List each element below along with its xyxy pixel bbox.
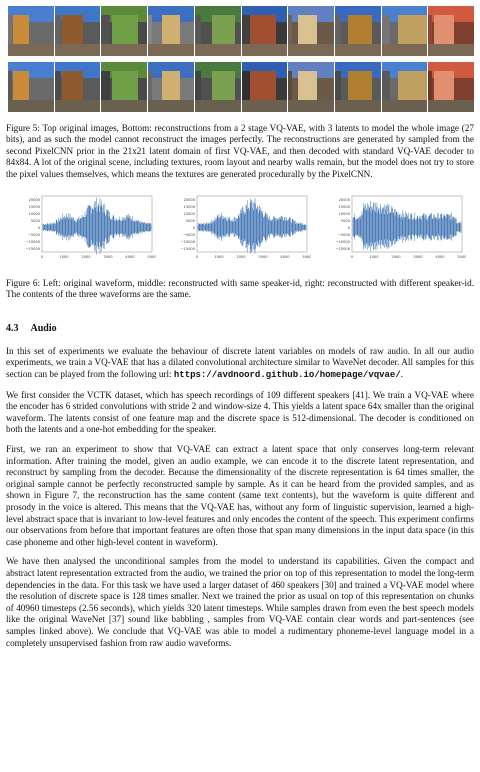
y-tick-label: 10000 xyxy=(29,212,41,216)
plot-frame xyxy=(351,195,463,253)
original-images-row xyxy=(8,6,475,56)
reconstruction-image xyxy=(428,62,475,112)
y-tick-label: 15000 xyxy=(339,205,351,209)
y-tick-label: −15000 xyxy=(26,247,41,251)
y-tick-label: 20000 xyxy=(29,198,41,202)
original-image xyxy=(101,6,148,56)
original-image xyxy=(148,6,194,56)
x-tick-label: 3000 xyxy=(413,255,423,259)
x-tick-label: 2000 xyxy=(236,255,246,259)
y-tick-label: −10000 xyxy=(26,240,41,244)
y-tick-label: 10000 xyxy=(339,212,351,216)
paragraph-4: We have then analysed the unconditional … xyxy=(6,556,474,648)
x-tick-label: 0 xyxy=(196,255,199,259)
x-tick-label: 2000 xyxy=(81,255,91,259)
paragraph-1-text: In this set of experiments we evaluate t… xyxy=(6,345,474,380)
x-tick-label: 5000 xyxy=(147,255,156,259)
y-tick-label: 15000 xyxy=(184,205,196,209)
reconstruction-image xyxy=(194,62,241,112)
samples-url-link[interactable]: https://avdnoord.github.io/homepage/vqva… xyxy=(173,370,401,381)
y-tick-label: −15000 xyxy=(181,247,196,251)
section-heading: 4.3 Audio xyxy=(6,323,474,335)
reconstruction-image xyxy=(381,62,428,112)
original-image xyxy=(381,6,428,56)
x-tick-label: 3000 xyxy=(258,255,268,259)
reconstruction-image xyxy=(334,62,381,112)
y-tick-label: 5000 xyxy=(186,219,196,223)
reconstruction-image xyxy=(101,62,148,112)
y-tick-label: −5000 xyxy=(183,233,196,237)
original-image xyxy=(288,6,334,56)
original-image xyxy=(241,6,288,56)
paragraph-3: First, we ran an experiment to show that… xyxy=(6,444,474,547)
y-tick-label: 0 xyxy=(38,226,41,230)
section-number: 4.3 xyxy=(6,322,19,334)
y-tick-label: 20000 xyxy=(184,198,196,202)
x-tick-label: 2000 xyxy=(391,255,401,259)
reconstruction-image xyxy=(148,62,194,112)
y-tick-label: 20000 xyxy=(339,198,351,202)
x-tick-label: 0 xyxy=(41,255,44,259)
original-image xyxy=(334,6,381,56)
y-tick-label: 5000 xyxy=(31,219,41,223)
figure-5-caption: Figure 5: Top original images, Bottom: r… xyxy=(6,123,474,179)
reconstruction-image xyxy=(54,62,101,112)
paper-page: Figure 5: Top original images, Bottom: r… xyxy=(6,0,475,649)
waveform-signal xyxy=(197,198,307,254)
x-tick-label: 4000 xyxy=(125,255,135,259)
y-tick-label: 10000 xyxy=(184,212,196,216)
original-image xyxy=(428,6,475,56)
x-tick-label: 4000 xyxy=(280,255,290,259)
paragraph-1-end: . xyxy=(400,369,404,380)
paragraph-2: We first consider the VCTK dataset, whic… xyxy=(6,389,474,435)
x-tick-label: 5000 xyxy=(457,255,466,259)
y-tick-label: −10000 xyxy=(181,240,196,244)
x-tick-label: 1000 xyxy=(369,255,379,259)
section-title: Audio xyxy=(30,322,57,334)
x-tick-label: 0 xyxy=(351,255,354,259)
reconstruction-image xyxy=(288,62,334,112)
reconstruction-image xyxy=(8,62,54,112)
y-tick-label: −15000 xyxy=(336,247,351,251)
waveform-signal xyxy=(42,197,152,255)
paragraph-1: In this set of experiments we evaluate t… xyxy=(6,346,474,382)
original-image xyxy=(194,6,241,56)
x-tick-label: 1000 xyxy=(214,255,224,259)
waveform-figure: 20000 15000 10000 5000 0 −5000 −10000 −15000 0 10… xyxy=(6,192,474,262)
plot-frame xyxy=(196,195,308,253)
figure-6-caption: Figure 6: Left: original waveform, middl… xyxy=(6,278,474,300)
x-tick-label: 5000 xyxy=(302,255,311,259)
y-tick-label: 15000 xyxy=(29,205,41,209)
reconstruction-images-row xyxy=(8,62,475,112)
x-tick-label: 4000 xyxy=(435,255,445,259)
waveform-signal xyxy=(352,201,462,252)
y-tick-label: −5000 xyxy=(28,233,41,237)
plot-frame xyxy=(41,195,153,253)
x-tick-label: 1000 xyxy=(59,255,69,259)
y-tick-label: 0 xyxy=(193,226,196,230)
x-tick-label: 3000 xyxy=(103,255,113,259)
reconstruction-image xyxy=(241,62,288,112)
y-tick-label: −5000 xyxy=(338,233,351,237)
original-image xyxy=(54,6,101,56)
y-tick-label: 5000 xyxy=(341,219,351,223)
y-tick-label: −10000 xyxy=(336,240,351,244)
y-tick-label: 0 xyxy=(348,226,351,230)
original-image xyxy=(8,6,54,56)
